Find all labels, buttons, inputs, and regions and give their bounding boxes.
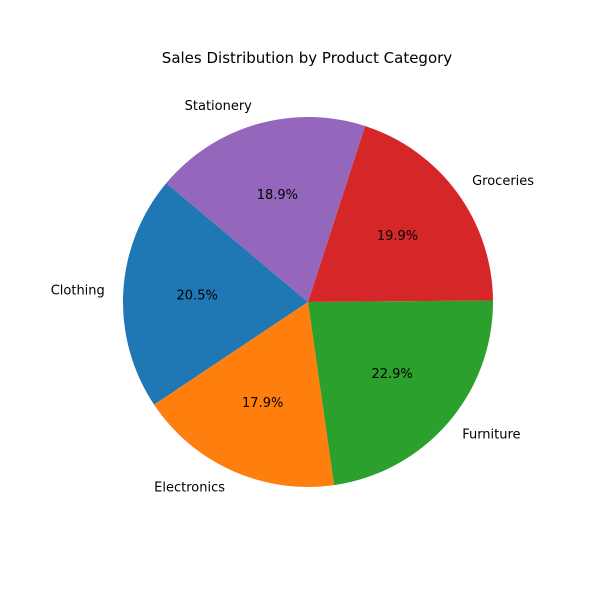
slice-label-electronics: Electronics: [154, 480, 225, 495]
slice-label-groceries: Groceries: [472, 174, 534, 189]
percent-label-electronics: 17.9%: [242, 396, 283, 411]
chart-title: Sales Distribution by Product Category: [162, 49, 452, 67]
percent-label-clothing: 20.5%: [177, 288, 218, 303]
percent-label-stationery: 18.9%: [257, 188, 298, 203]
slice-label-clothing: Clothing: [51, 283, 105, 298]
pie-slice-furniture: [308, 301, 493, 486]
percent-label-groceries: 19.9%: [377, 229, 418, 244]
percent-label-furniture: 22.9%: [371, 367, 412, 382]
slice-label-furniture: Furniture: [462, 427, 520, 442]
slice-label-stationery: Stationery: [185, 99, 253, 114]
